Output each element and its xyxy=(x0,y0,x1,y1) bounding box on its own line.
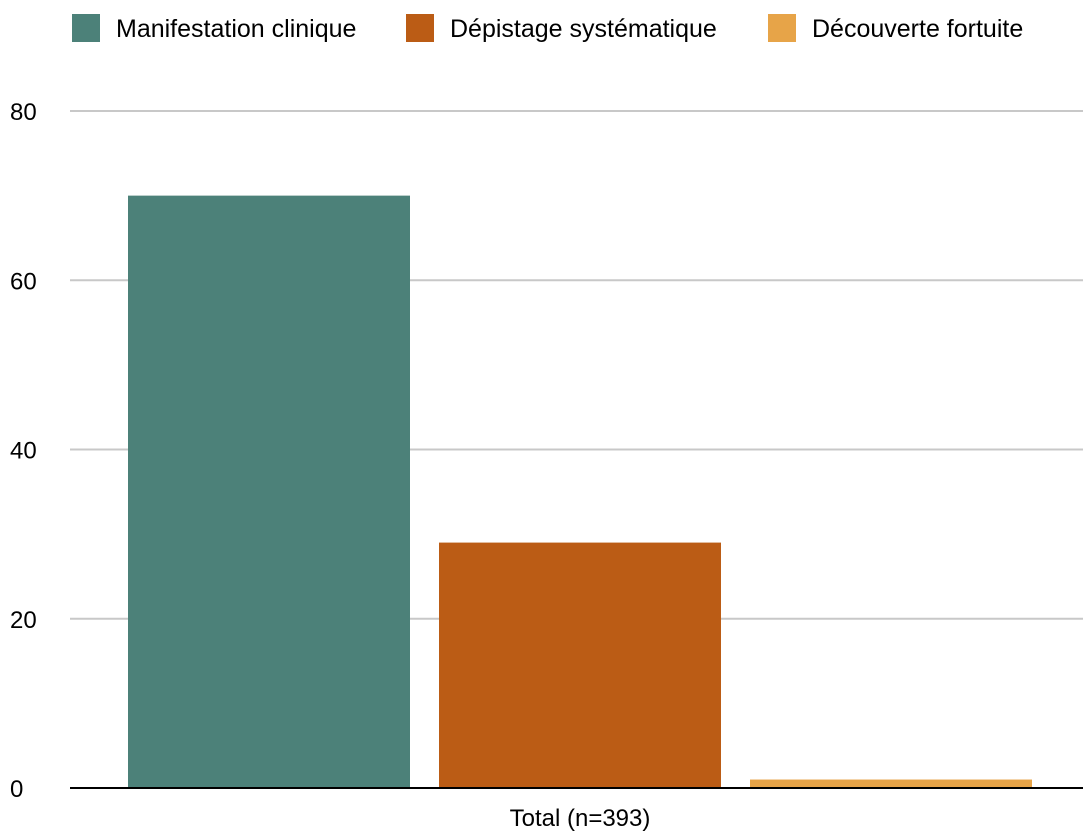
legend-label: Manifestation clinique xyxy=(116,15,356,43)
bar-3 xyxy=(750,779,1032,788)
y-tick-label: 60 xyxy=(10,268,37,295)
y-tick-label: 20 xyxy=(10,607,37,634)
legend-swatch xyxy=(72,14,100,42)
y-tick-label: 40 xyxy=(10,438,37,465)
bar-2 xyxy=(439,542,721,788)
y-tick-label: 80 xyxy=(10,99,37,126)
legend: Manifestation clinique Dépistage systémat… xyxy=(72,14,1023,43)
x-axis-categories: Total (n=393) xyxy=(510,805,651,832)
bars xyxy=(128,195,1032,788)
y-tick-label: 0 xyxy=(10,776,23,803)
legend-label: Dépistage systématique xyxy=(450,15,717,43)
legend-label: Découverte fortuite xyxy=(812,15,1023,43)
legend-swatch xyxy=(406,14,434,42)
y-axis-ticks: 0 20 40 60 80 xyxy=(10,99,37,803)
legend-swatch xyxy=(768,14,796,42)
bar-1 xyxy=(128,195,410,788)
x-category-label: Total (n=393) xyxy=(510,805,651,832)
